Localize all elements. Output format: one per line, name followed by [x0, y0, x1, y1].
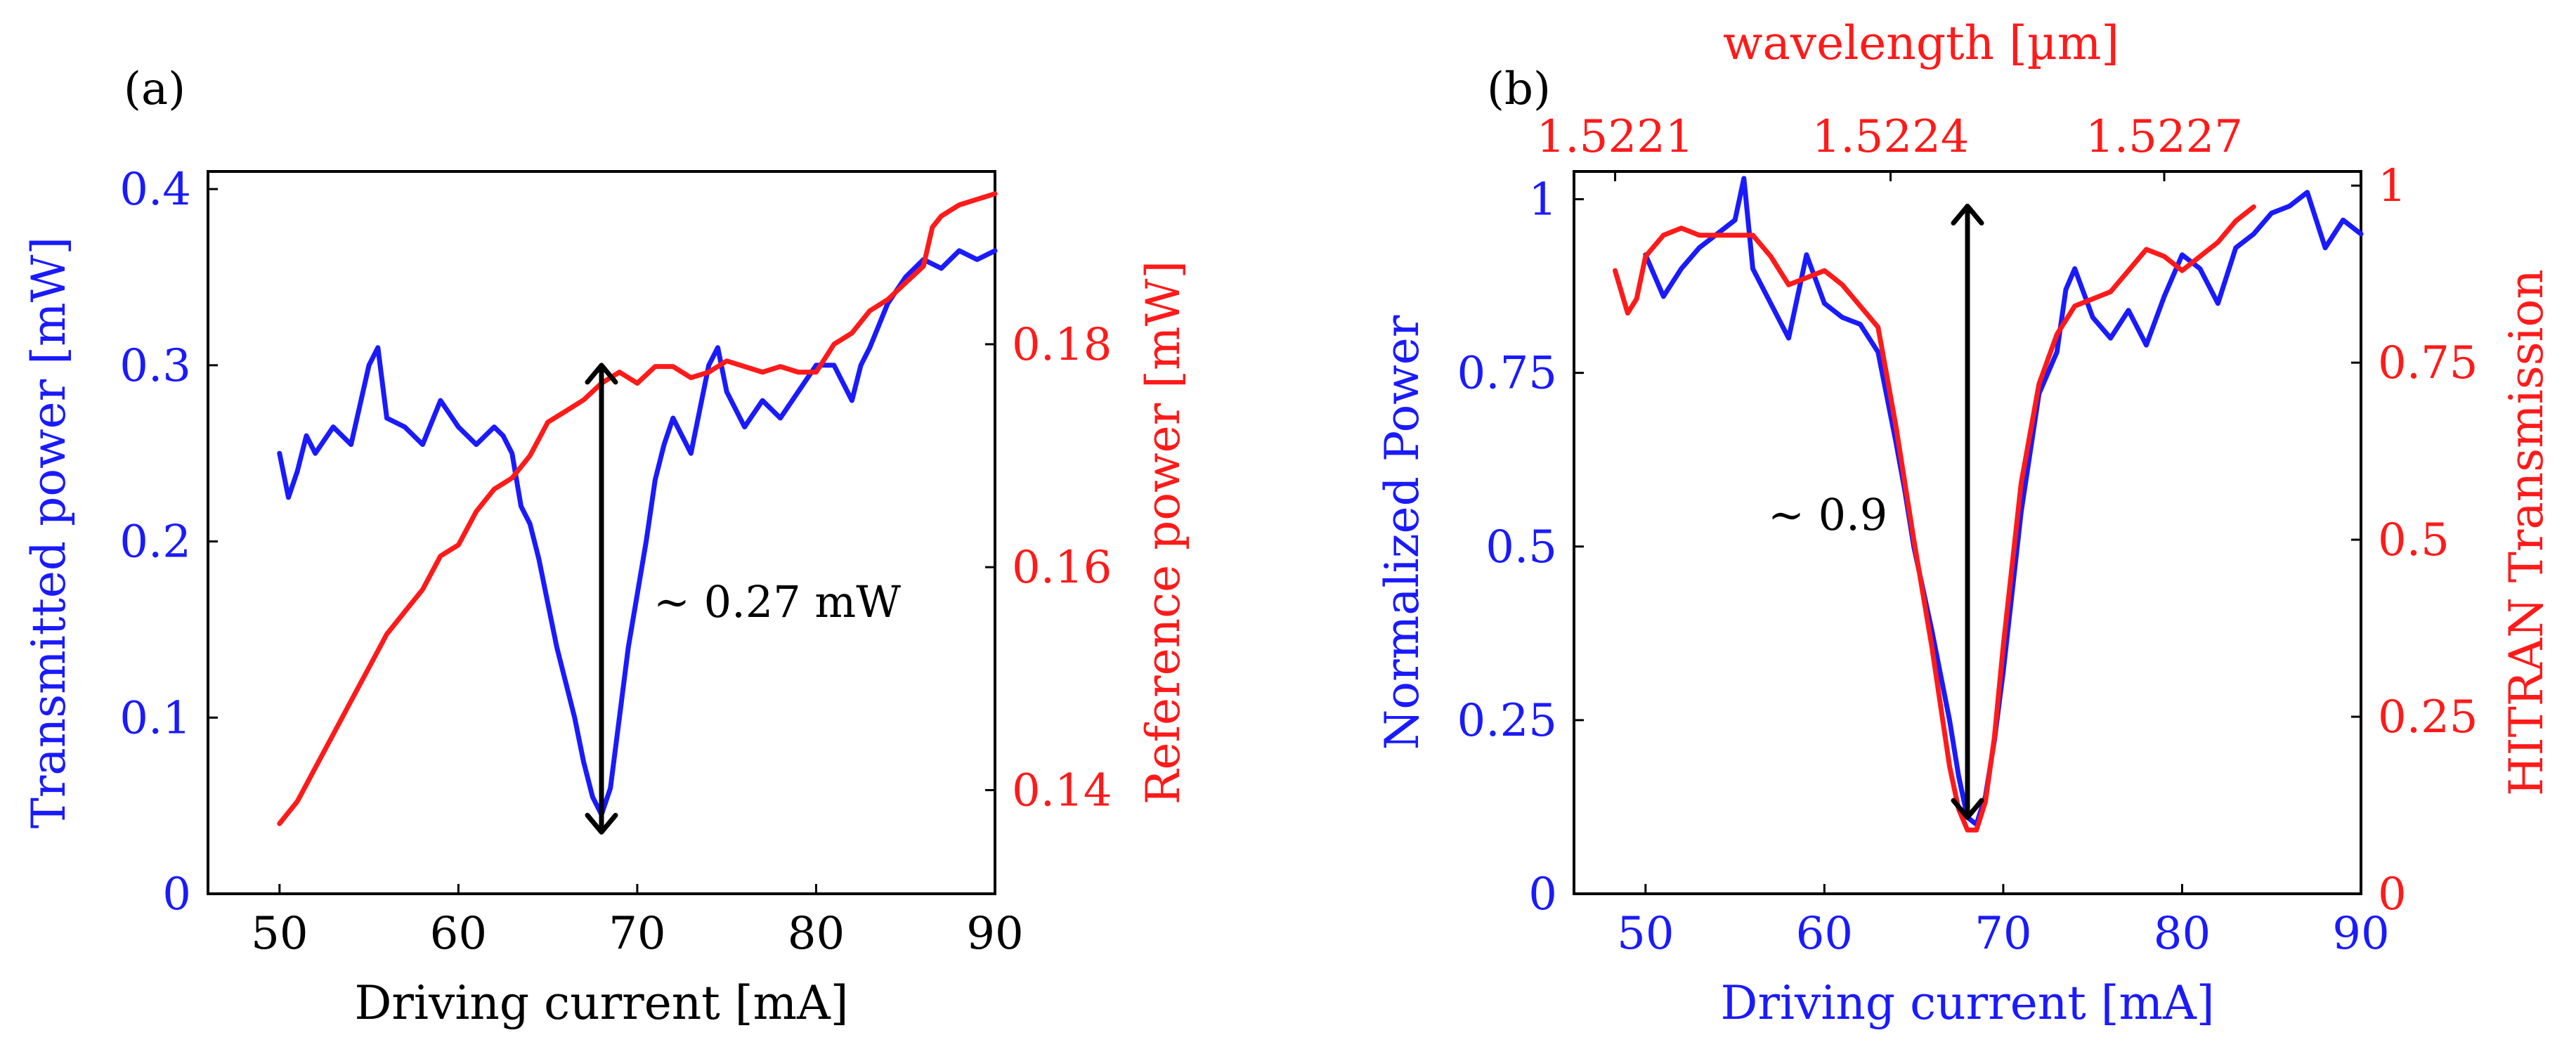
panel-b-top-tick-label: 1.5221: [1537, 111, 1694, 163]
panel-a-y-left-tick-label: 0: [162, 868, 191, 920]
panel-b-annotation-arrow-head-top: [1951, 203, 1984, 226]
panel-b-series: [1613, 176, 2364, 833]
panel-b-x-axis-label: Driving current [mA]: [1720, 976, 2214, 1030]
panel-a-y-left-tick-label: 0.2: [119, 516, 191, 568]
panel-a-annotation: [585, 363, 618, 835]
panel-b-y-left-tick-label: 0: [1528, 868, 1557, 920]
panel-b-y-left-tick-label: 0.25: [1457, 695, 1558, 747]
panel-b-x-tick-label: 50: [1617, 908, 1674, 960]
panel-a-series-reference-power: [277, 191, 998, 826]
panel-b-x-tick-label: 80: [2154, 908, 2211, 960]
panel-a-chart: (a) 50 60 70 80 9000.10.20.30.40.140.160.18 …: [22, 63, 1190, 1030]
panel-b-y-right-label: HITRAN Transmission: [2499, 269, 2554, 796]
panel-b-y-left-tick-label: 0.75: [1457, 348, 1558, 400]
panel-b-x-tick-label: 70: [1975, 908, 2031, 960]
panel-b-y-left-tick-label: 1: [1528, 174, 1557, 226]
panel-b-y-left-tick-label: 0.5: [1485, 521, 1557, 573]
panel-b-series-hitran-transmission: [1613, 204, 2256, 833]
panel-a-x-tick-label: 60: [430, 908, 487, 960]
panel-b-annotation-text: ∼ 0.9: [1768, 489, 1887, 540]
panel-a-y-right-tick-label: 0.14: [1012, 765, 1112, 816]
panel-a-series-transmitted-power: [277, 248, 998, 817]
panel-b-label: (b): [1487, 63, 1551, 115]
panel-a-y-right-tick-label: 0.16: [1012, 542, 1112, 594]
panel-a-y-left-label: Transmitted power [mW]: [22, 237, 76, 828]
panel-a-label: (a): [124, 63, 186, 115]
panel-a-y-left-tick-label: 0.1: [119, 692, 191, 744]
panel-a-x-tick-label: 80: [788, 908, 845, 960]
panel-b-ticks: 50 60 70 80 9000.250.50.75100.250.50.7511.52…: [1457, 111, 2478, 960]
panel-a-y-left-tick-label: 0.3: [119, 340, 191, 392]
panel-a-y-right-tick-label: 0.18: [1012, 319, 1112, 371]
panel-a-plot-frame: [207, 170, 996, 895]
panel-a-annotation-arrow-head-bottom: [585, 812, 618, 835]
panel-a-y-right-label: Reference power [mW]: [1136, 261, 1190, 805]
panel-a-x-tick-label: 70: [609, 908, 665, 960]
panel-b-series-normalized-power: [1643, 176, 2364, 827]
panel-a-annotation-text: ∼ 0.27 mW: [653, 576, 901, 627]
panel-a-x-tick-label: 90: [966, 908, 1023, 960]
panel-b-y-right-tick-label: 0: [2378, 868, 2407, 920]
panel-b-y-left-label: Normalized Power: [1375, 315, 1429, 750]
panel-a-series: [277, 191, 998, 826]
panel-b-top-axis-label: wavelength [µm]: [1723, 16, 2119, 70]
panel-a-ticks: 50 60 70 80 90 0 0.1 0.2 0.3 0.4 0.14 0.16 0.18: [119, 164, 1112, 960]
panel-a-x-axis-label: Driving current [mA]: [354, 976, 848, 1030]
panel-a-y-left-tick-label: 0.4: [119, 164, 191, 216]
panel-b-x-tick-label: 90: [2332, 908, 2389, 960]
panel-b-x-tick-label: 60: [1796, 908, 1853, 960]
panel-b-y-right-tick-label: 0.75: [2378, 337, 2478, 389]
panel-b-y-right-tick-label: 0.25: [2378, 691, 2478, 743]
panel-b-annotation: [1951, 203, 1984, 820]
panel-b-top-tick-label: 1.5224: [1812, 111, 1970, 163]
panel-b-plot-frame: [1573, 170, 2362, 895]
panel-b-top-tick-label: 1.5227: [2086, 111, 2243, 163]
panel-b-annotation-arrow-head-bottom: [1951, 798, 1984, 820]
panel-b-y-right-tick-label: 0.5: [2378, 514, 2450, 566]
panel-a-annotation-arrow-head-top: [585, 363, 618, 385]
panel-b-chart: (b) wavelength [µm] 50 60 70 80 9000.250.50.…: [1375, 16, 2554, 1030]
panel-b-y-right-tick-label: 1: [2378, 160, 2407, 212]
panel-a-x-tick-label: 50: [251, 908, 308, 960]
